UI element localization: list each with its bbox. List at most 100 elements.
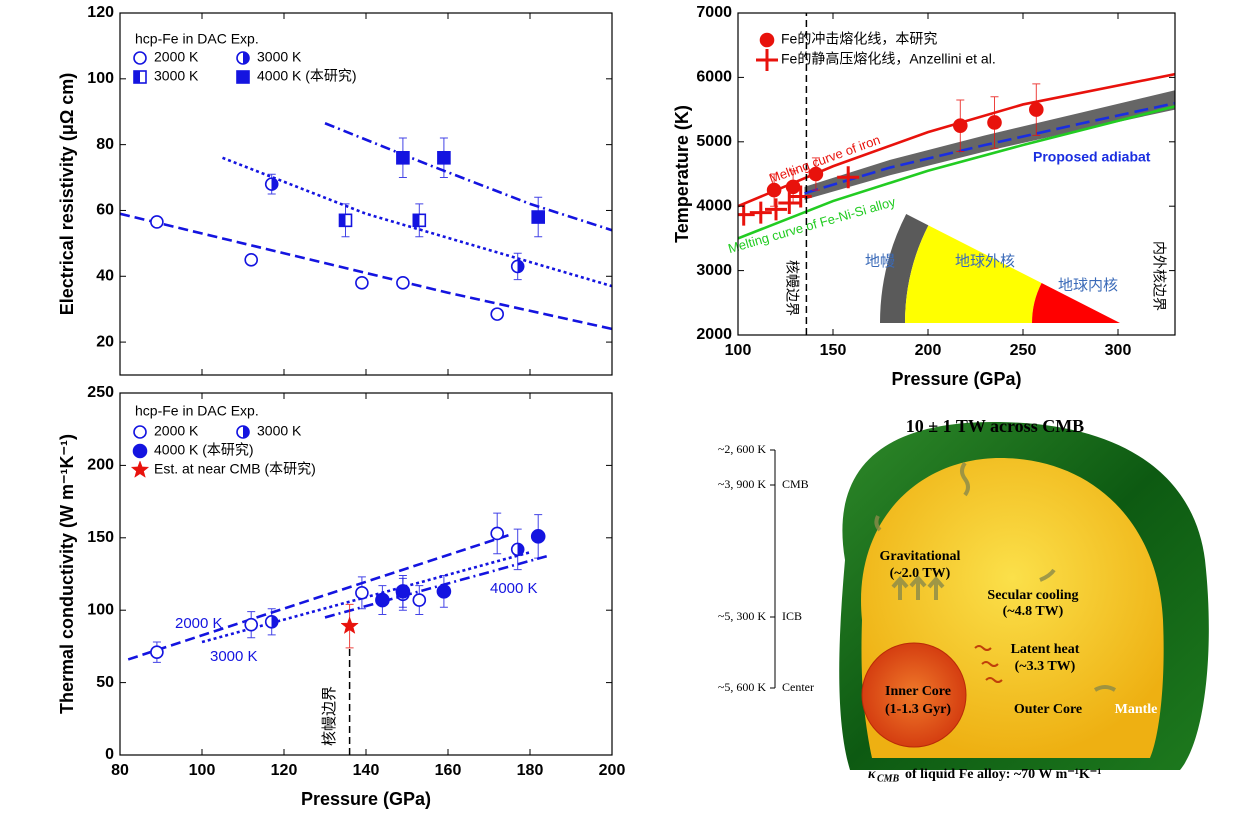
y-tick-label: 3000 [696,262,732,279]
x-tick-label: 80 [111,762,129,779]
plot-area [120,122,612,331]
data-point [412,213,427,228]
y-tick-label: 120 [87,4,114,21]
x-tick-label: 250 [1010,342,1037,359]
x-tick-label: 200 [915,342,942,359]
diagram-title: 10 ± 1 TW across CMB [906,416,1084,436]
fit-line [738,105,1175,240]
y-tick-label: 60 [96,202,114,219]
annotation: 2000 K [175,615,223,632]
y-tick-label: 100 [87,601,114,618]
y-tick-label: 200 [87,457,114,474]
scale-boundary: CMB [782,477,809,491]
data-point [530,529,546,544]
legend-label: Fe的冲击熔化线，本研究 [781,31,937,47]
y-tick-label: 5000 [696,133,732,150]
data-point [490,307,505,321]
legend-label: 4000 K (本研究) [257,68,357,84]
x-tick-label: 150 [820,342,847,359]
annotation: 核幔边界 [321,686,338,746]
data-point [355,586,369,600]
data-point [264,177,279,191]
data-point [785,179,801,195]
data-point [395,584,411,599]
y-tick-label: 4000 [696,197,732,214]
wedge-mantle [880,214,929,323]
legend-marker [236,425,250,439]
x-tick-label: 120 [271,762,298,779]
y-tick-label: 7000 [696,4,732,21]
scale-boundary: Center [782,680,814,694]
data-point [749,201,772,224]
legend-label: Est. at near CMB (本研究) [154,461,316,477]
data-point [490,526,505,541]
y-axis-label: Thermal conductivity (W m⁻¹K⁻¹) [57,434,77,714]
legend-title: hcp-Fe in DAC Exp. [135,31,259,47]
plot-area [127,512,551,663]
scale-temp: ~3, 900 K [718,477,766,491]
legend-marker [236,51,250,65]
data-point [375,592,390,608]
annotation: 地球内核 [1058,277,1118,294]
annotation: 3000 K [210,648,258,665]
fit-line [127,533,510,661]
data-point [396,276,410,290]
plot-frame [737,12,1176,336]
data-point [510,542,525,557]
latent-value: (~3.3 TW) [1015,659,1076,674]
scale-temp: ~5, 300 K [718,609,766,623]
fit-line [738,72,1175,208]
legend-marker [133,51,147,65]
data-point [808,166,824,182]
y-tick-label: 6000 [696,69,732,86]
legend-label: 2000 K [154,49,199,65]
x-tick-label: 100 [725,342,752,359]
data-point [837,166,860,189]
legend-marker [132,443,148,459]
annotation: 地幔 [865,253,895,270]
legend-label: 3000 K [257,423,302,439]
annotation: 内外核边界 [1151,241,1167,311]
legend-label: 3000 K [257,49,302,65]
data-point [150,645,164,659]
legend-title: hcp-Fe in DAC Exp. [135,403,259,419]
x-tick-label: 160 [435,762,462,779]
gravitational-label: Gravitational [880,549,961,564]
mantle-label: Mantle [1115,702,1158,717]
data-point [987,115,1002,130]
data-point [531,210,546,224]
scale-temp: ~2, 600 K [718,442,766,456]
y-tick-label: 250 [87,384,114,401]
fit-line [120,212,612,331]
gravitational-value: (~2.0 TW) [890,566,951,581]
x-tick-label: 140 [353,762,380,779]
legend-label: 2000 K [154,423,199,439]
inner-core-label: Inner Core [885,684,951,699]
y-axis-label: Temperature (K) [672,105,692,243]
y-tick-label: 40 [96,267,114,284]
x-axis-label: Pressure (GPa) [301,789,431,809]
data-point [412,593,427,607]
data-point [244,253,258,267]
chart: 100 150 200 250 300 2000 3000 4000 5000 6000 7000 P… [672,4,1176,389]
legend-marker [756,49,778,71]
scale-temp: ~5, 600 K [718,680,766,694]
fit-line [804,101,1175,195]
plot-frame [119,12,613,376]
data-point [396,151,410,165]
data-point [789,185,812,208]
y-tick-label: 0 [105,746,114,763]
data-point [766,182,782,198]
caption-sub: CMB [877,773,900,784]
data-point [338,213,353,228]
y-tick-label: 50 [96,674,114,691]
plot-frame [119,392,613,756]
legend-marker [133,70,147,84]
data-point [952,118,968,133]
y-tick-label: 100 [87,70,114,87]
legend-label: 3000 K [154,68,199,84]
x-axis-label: Pressure (GPa) [891,369,1021,389]
annotation: 4000 K [490,580,538,597]
